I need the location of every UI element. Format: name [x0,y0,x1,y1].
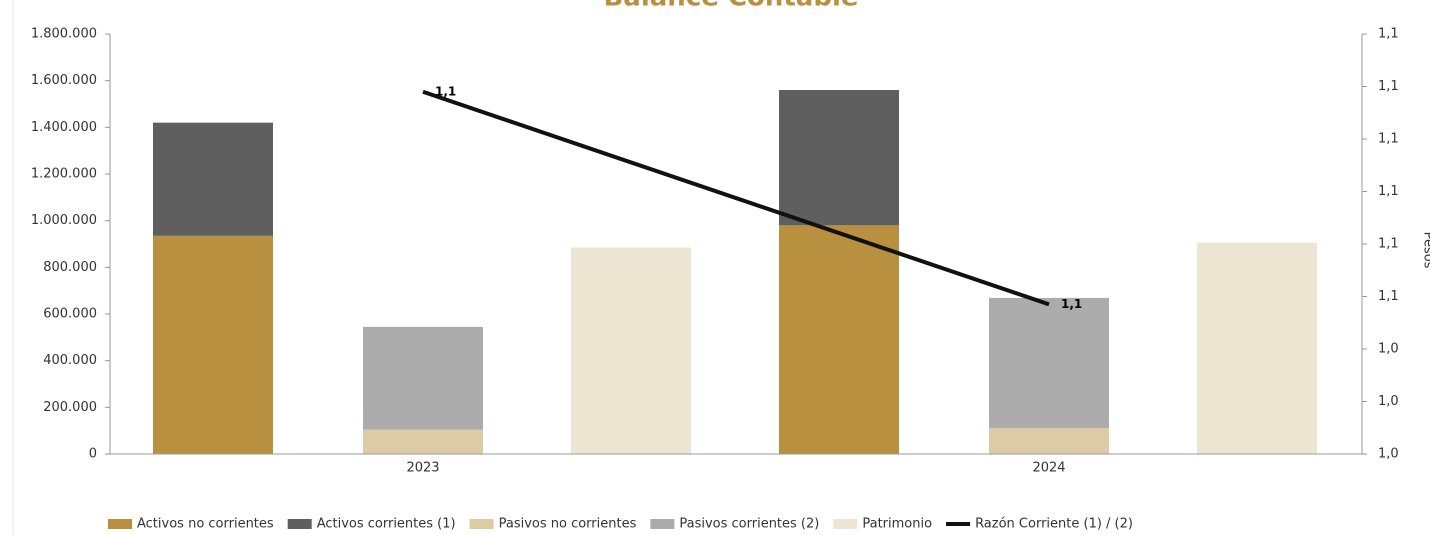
y-tick-label: 1.000.000 [31,213,97,228]
y2-tick-label: 1,1 [1378,132,1399,147]
y2-tick-label: 1,1 [1378,184,1399,199]
y-tick-label: 200.000 [43,400,97,415]
legend-swatch [469,519,494,529]
bar-segment [571,247,691,454]
legend-label: Razón Corriente (1) / (2) [975,517,1133,532]
y2-tick-label: 1,1 [1378,237,1399,252]
data-label: 1,1 [435,84,456,98]
y2-axis-label: Pesos [1421,232,1430,269]
bar-segment [363,326,483,430]
legend-swatch [833,519,858,529]
legend-swatch [287,519,312,529]
bar-segment [989,428,1109,454]
bar-segment [779,90,899,226]
y-tick-label: 1.600.000 [31,73,97,88]
y-tick-label: 1.800.000 [31,27,97,42]
legend-label: Activos no corrientes [137,517,274,532]
y-tick-label: 1.400.000 [31,120,97,135]
bar-segment [779,225,899,454]
bar-segment [153,235,273,454]
y-tick-label: 800.000 [43,260,97,275]
y2-tick-label: 1,1 [1378,27,1399,42]
legend-label: Patrimonio [862,517,932,532]
x-tick-label: 2024 [1032,461,1065,476]
y2-tick-label: 1,0 [1378,342,1399,357]
y2-tick-label: 1,0 [1378,394,1399,409]
legend-swatch [650,519,675,529]
y2-tick-label: 1,0 [1378,447,1399,462]
legend-label: Pasivos no corrientes [499,517,637,532]
chart-title: Balance Contable [603,0,858,13]
bar-segment [989,297,1109,429]
y2-tick-label: 1,1 [1378,289,1399,304]
legend-label: Activos corrientes (1) [317,517,456,532]
y2-tick-label: 1,1 [1378,79,1399,94]
y-tick-label: 600.000 [43,307,97,322]
bar-segment [1197,242,1317,454]
legend-swatch [108,519,132,529]
legend-label: Pasivos corrientes (2) [679,517,819,532]
x-tick-label: 2023 [406,461,439,476]
y-tick-label: 0 [89,447,97,462]
bar-segment [153,122,273,236]
y-tick-label: 1.200.000 [31,167,97,182]
y-tick-label: 400.000 [43,353,97,368]
data-label: 1,1 [1061,297,1082,311]
line-series [422,89,1050,307]
bar-segment [363,429,483,454]
